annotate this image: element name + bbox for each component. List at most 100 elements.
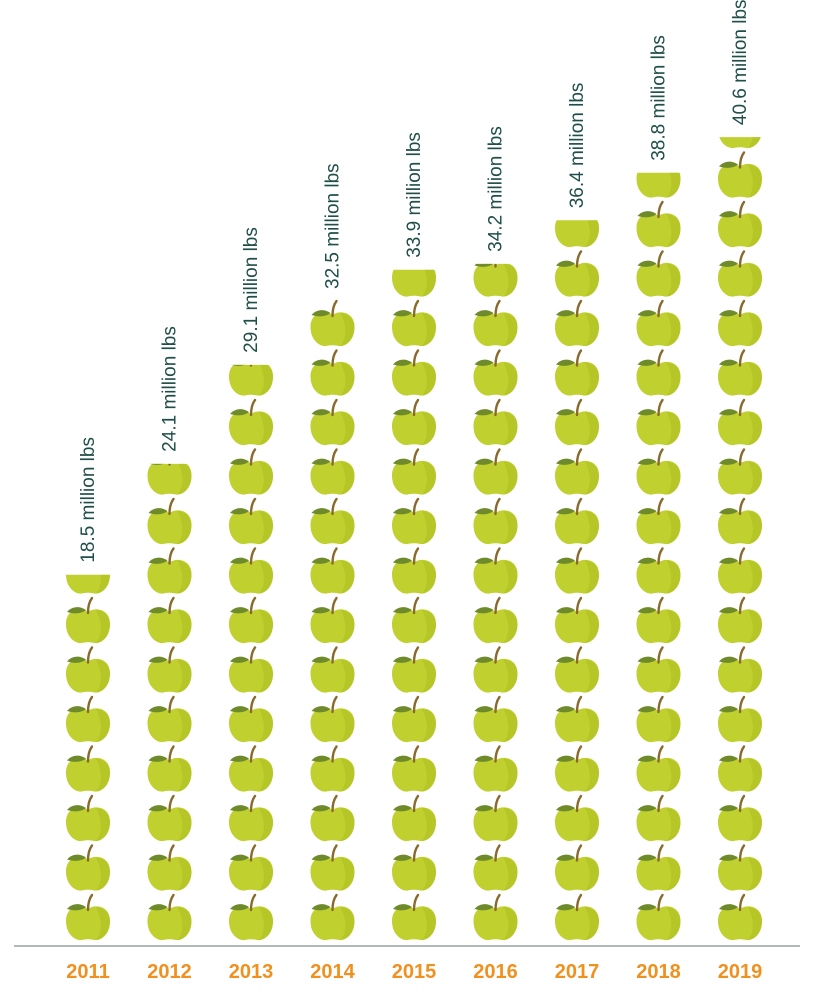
apple-icon (310, 794, 355, 842)
value-label-2012: 24.1 million lbs (160, 326, 181, 452)
apple-icon (555, 893, 599, 941)
apple-icon (66, 596, 110, 644)
apple-icon (392, 497, 436, 545)
apple-icon (392, 398, 436, 446)
apple-icon (718, 745, 762, 792)
apple-icon (473, 547, 518, 594)
apple-icon (636, 596, 681, 644)
apple-icon-partial (555, 220, 599, 248)
apple-icon (636, 497, 681, 545)
apple-icon (392, 349, 436, 396)
apple-icon (392, 794, 436, 842)
apple-column-2012 (147, 463, 192, 941)
apple-icon (555, 349, 599, 396)
apple-icon (473, 349, 518, 396)
apple-icon (473, 695, 518, 743)
value-labels: 18.5 million lbs 24.1 million lbs 29.1 mil… (78, 0, 751, 563)
apple-icon (555, 448, 599, 495)
value-label-2011: 18.5 million lbs (78, 437, 99, 563)
apple-icon (718, 299, 762, 347)
apple-icon (229, 893, 273, 941)
apple-icon (147, 596, 192, 644)
apple-icon (473, 497, 518, 545)
apple-icon (636, 547, 681, 594)
apple-icon (718, 794, 762, 842)
apple-icon (310, 646, 355, 693)
value-label-2013: 29.1 million lbs (241, 227, 262, 353)
apple-column-2016 (473, 263, 518, 941)
apple-icon (718, 695, 762, 743)
apple-icon-partial (636, 172, 681, 198)
apple-column-2014 (310, 299, 355, 941)
apple-icon (555, 646, 599, 693)
apple-icon (636, 893, 681, 941)
year-label-2011: 2011 (66, 961, 109, 983)
apple-icon (229, 745, 273, 792)
apple-icon (555, 596, 599, 644)
apple-icon (473, 448, 518, 495)
apple-icon (473, 893, 518, 941)
apple-icon (66, 844, 110, 891)
year-label-2016: 2016 (473, 961, 518, 983)
apple-icon (718, 151, 762, 198)
apple-column-2017 (555, 220, 599, 941)
apple-icon (555, 398, 599, 446)
apple-icon-partial (392, 269, 436, 297)
apple-icon (147, 695, 192, 743)
apple-icon (392, 299, 436, 347)
apple-icon (718, 844, 762, 891)
apple-icon (392, 745, 436, 792)
apple-icon (718, 547, 762, 594)
value-label-2017: 36.4 million lbs (567, 83, 588, 209)
apple-icon (229, 547, 273, 594)
apple-columns (66, 137, 762, 941)
apple-icon (229, 497, 273, 545)
apple-icon (392, 547, 436, 594)
apple-icon (473, 745, 518, 792)
apple-column-2015 (392, 269, 436, 941)
apple-column-2018 (636, 172, 681, 941)
apple-icon (718, 596, 762, 644)
apple-icon (636, 200, 681, 248)
value-label-2015: 33.9 million lbs (404, 132, 425, 258)
apple-icon (229, 448, 273, 495)
year-label-2012: 2012 (147, 961, 192, 983)
apple-icon (229, 596, 273, 644)
apple-icon (555, 745, 599, 792)
apple-icon (473, 398, 518, 446)
apple-icon (636, 349, 681, 396)
apple-icon (310, 398, 355, 446)
apple-icon (718, 349, 762, 396)
apple-icon (310, 349, 355, 396)
apple-icon-partial (229, 364, 273, 396)
apple-icon (310, 695, 355, 743)
apple-icon (718, 398, 762, 446)
apple-icon (66, 695, 110, 743)
apple-icon (636, 794, 681, 842)
apple-icon (718, 250, 762, 297)
apple-icon (147, 794, 192, 842)
value-label-2019: 40.6 million lbs (730, 0, 751, 125)
value-label-2018: 38.8 million lbs (649, 35, 670, 161)
year-label-2019: 2019 (718, 961, 763, 983)
apple-icon (636, 844, 681, 891)
apple-icon (473, 596, 518, 644)
year-label-2015: 2015 (392, 961, 437, 983)
apple-icon (555, 299, 599, 347)
apple-icon (555, 250, 599, 297)
apple-icon (718, 497, 762, 545)
apple-column-2013 (229, 364, 273, 941)
apple-icon (392, 596, 436, 644)
apple-icon (636, 299, 681, 347)
apple-icon (392, 448, 436, 495)
apple-icon (66, 745, 110, 792)
apple-icon (636, 250, 681, 297)
apple-icon (66, 794, 110, 842)
apple-icon (229, 398, 273, 446)
value-label-2014: 32.5 million lbs (323, 163, 344, 289)
apple-icon (147, 893, 192, 941)
apple-icon-partial (66, 574, 110, 594)
apple-icon (555, 547, 599, 594)
apple-icon (147, 745, 192, 792)
